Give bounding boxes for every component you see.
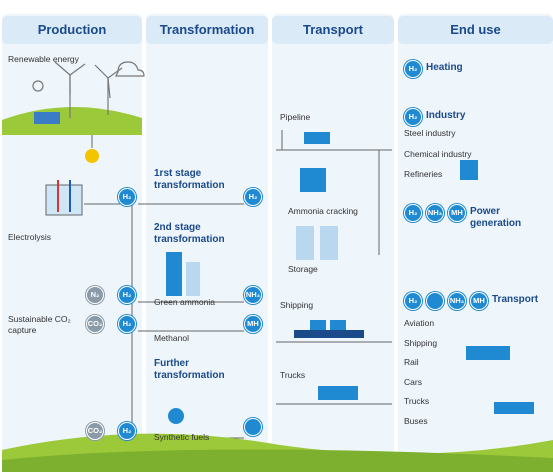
badge: CO₂ <box>86 315 104 333</box>
stage-title: Further transformation <box>154 358 225 381</box>
badge: H₂ <box>404 108 422 126</box>
label: Refineries <box>404 169 443 179</box>
label: Storage <box>288 264 318 274</box>
section-title: Power generation <box>470 206 522 229</box>
badge: H₂ <box>244 188 262 206</box>
badge: H₂ <box>404 292 422 310</box>
label: Trucks <box>404 396 430 406</box>
badge: MH <box>470 292 488 310</box>
label: Trucks <box>280 370 306 380</box>
label: Buses <box>404 415 428 426</box>
badge: NH₃ <box>244 286 262 304</box>
label: Methanol <box>154 333 189 343</box>
stage-title: 2nd stage transformation <box>154 222 225 245</box>
label: Steel industry <box>404 128 456 138</box>
label: Rail <box>404 357 419 367</box>
badge: N₂ <box>86 286 104 304</box>
label: Aviation <box>404 318 435 328</box>
section-title: Industry <box>426 110 466 121</box>
badge: NH₃ <box>426 204 444 222</box>
label: Synthetic fuels <box>154 432 210 442</box>
label: Shipping <box>280 300 314 310</box>
column-header: Transport <box>303 22 363 37</box>
drop-badge <box>244 418 262 436</box>
badge: H₂ <box>118 188 136 206</box>
label: Chemical industry <box>404 149 472 159</box>
badge: H₂ <box>404 60 422 78</box>
badge: CO₂ <box>86 422 104 440</box>
badge: MH <box>244 315 262 333</box>
section-title: Heating <box>426 62 463 73</box>
section-title: Transport <box>492 294 539 305</box>
stage-title: 1rst stage transformation <box>154 168 225 191</box>
column-header: Production <box>37 22 107 37</box>
label: Green ammonia <box>154 297 215 307</box>
badge: NH₃ <box>448 292 466 310</box>
badge: H₂ <box>118 286 136 304</box>
badge: H₂ <box>404 204 422 222</box>
label: Ammonia cracking <box>288 206 358 216</box>
label: Sustainable CO₂ capture <box>8 314 71 335</box>
badge: H₂ <box>118 315 136 333</box>
label: Shipping <box>404 337 438 348</box>
label: Electrolysis <box>8 232 51 242</box>
label: Pipeline <box>280 112 311 122</box>
badge: H₂ <box>118 422 136 440</box>
label: Renewable energy <box>8 54 79 64</box>
column-header: Transformation <box>159 22 255 37</box>
column-header: End use <box>450 22 501 37</box>
badge: MH <box>448 204 466 222</box>
label: Cars <box>404 376 422 387</box>
drop-badge <box>426 292 444 310</box>
